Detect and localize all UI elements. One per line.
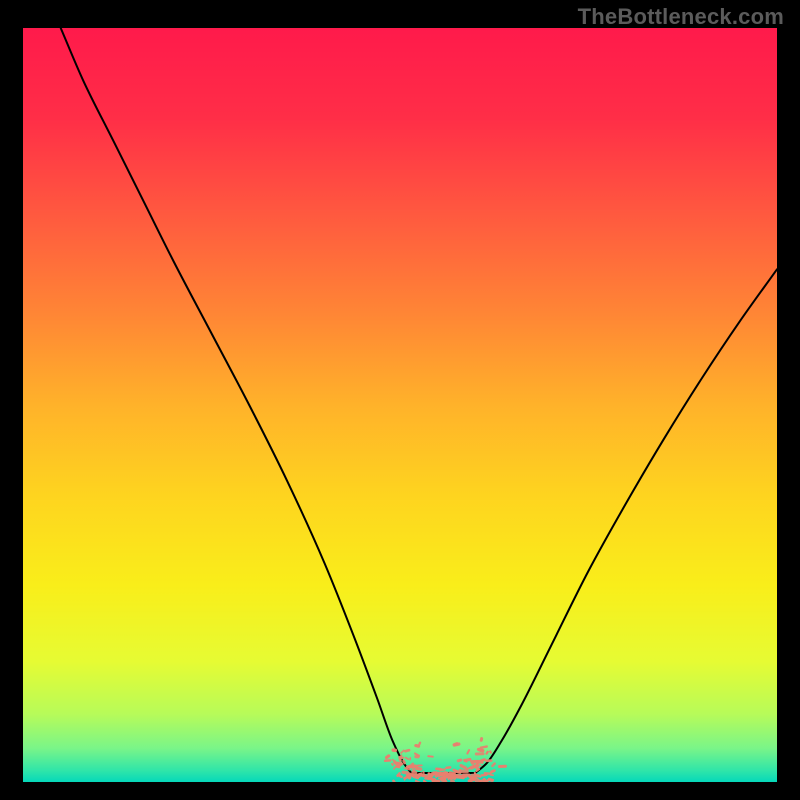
chart-svg (23, 28, 777, 782)
background-gradient (23, 28, 777, 782)
chart-container: TheBottleneck.com (0, 0, 800, 800)
plot-area (23, 28, 777, 782)
watermark-label: TheBottleneck.com (578, 4, 784, 30)
